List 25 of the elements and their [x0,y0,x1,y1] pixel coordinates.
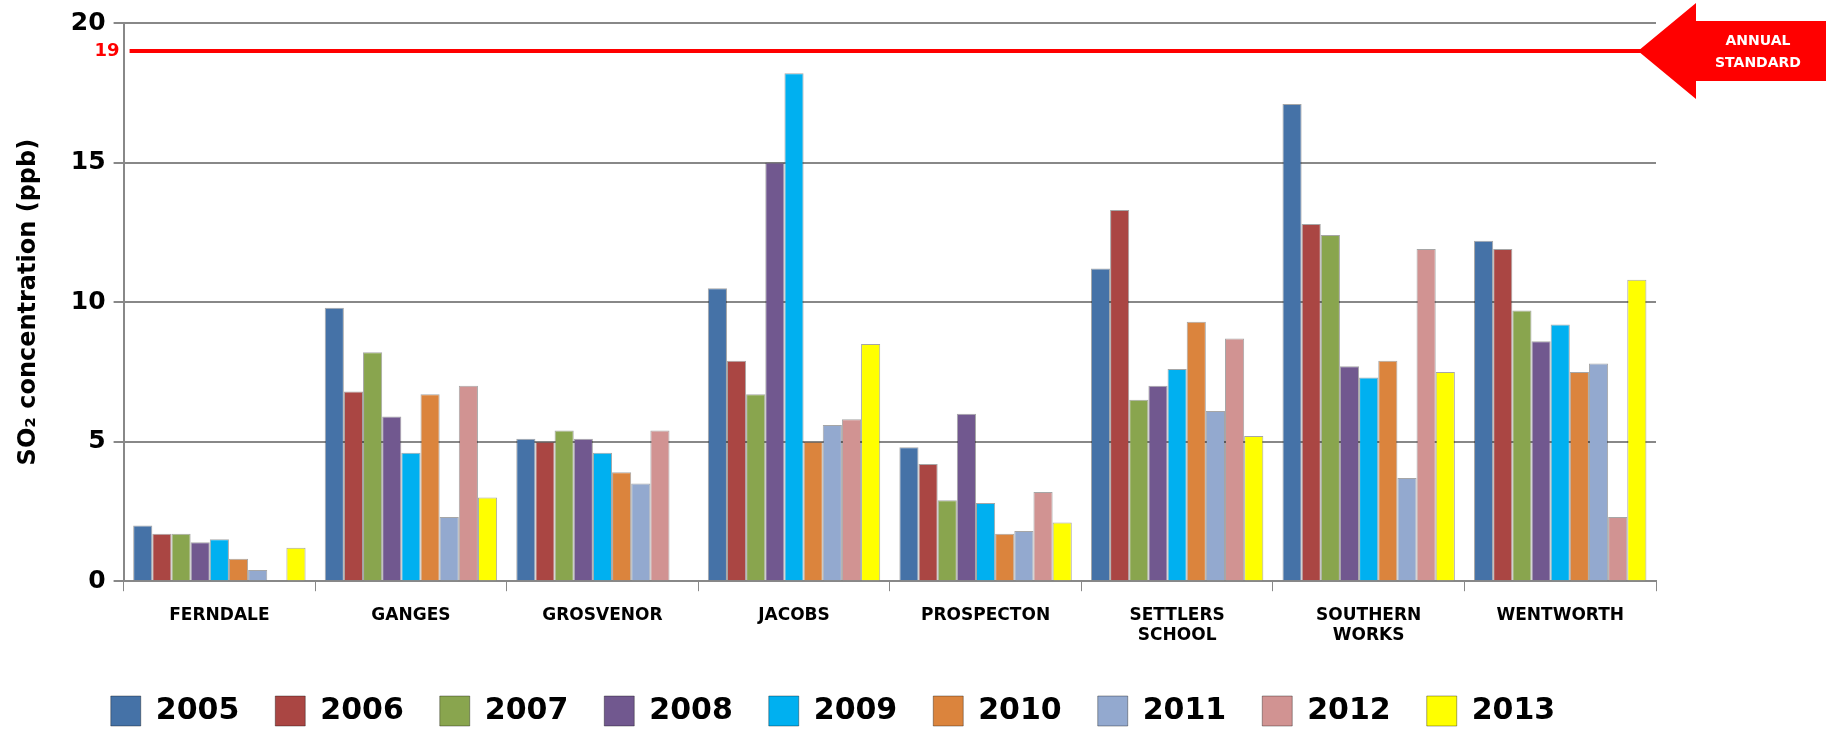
x-tick-label: GANGES [371,603,451,624]
x-tick-label: PROSPECTON [921,603,1051,624]
legend-label: 2008 [649,690,733,726]
y-tick-label: 5 [88,425,106,455]
annotation: ANNUAL STANDARD [1714,30,1802,72]
y-tick-label: 15 [70,146,106,176]
y-tick-label: 20 [70,6,106,36]
legend-label: 2011 [1142,690,1227,726]
x-tick-label: JACOBS [757,603,830,624]
x-tick-label: SOUTHERN WORKS [1316,603,1422,645]
x-tick-label: GROSVENOR [542,603,663,624]
x-tick-label: SETTLERS SCHOOL [1129,603,1225,645]
ref-line-label: 19 [94,38,120,60]
y-tick-label: 10 [70,285,106,315]
legend-label: 2007 [484,690,569,726]
legend-label: 2010 [978,690,1062,726]
legend-label: 2012 [1307,690,1391,726]
x-tick-label: WENTWORTH [1496,603,1624,624]
y-tick-label: 0 [88,564,106,594]
legend-label: 2006 [320,690,404,726]
x-tick-label: FERNDALE [169,603,270,624]
legend-label: 2013 [1471,690,1556,726]
y-axis-title: SO₂ concentration (ppb) [12,138,41,466]
legend-label: 2009 [813,690,898,726]
legend-label: 2005 [155,690,240,726]
